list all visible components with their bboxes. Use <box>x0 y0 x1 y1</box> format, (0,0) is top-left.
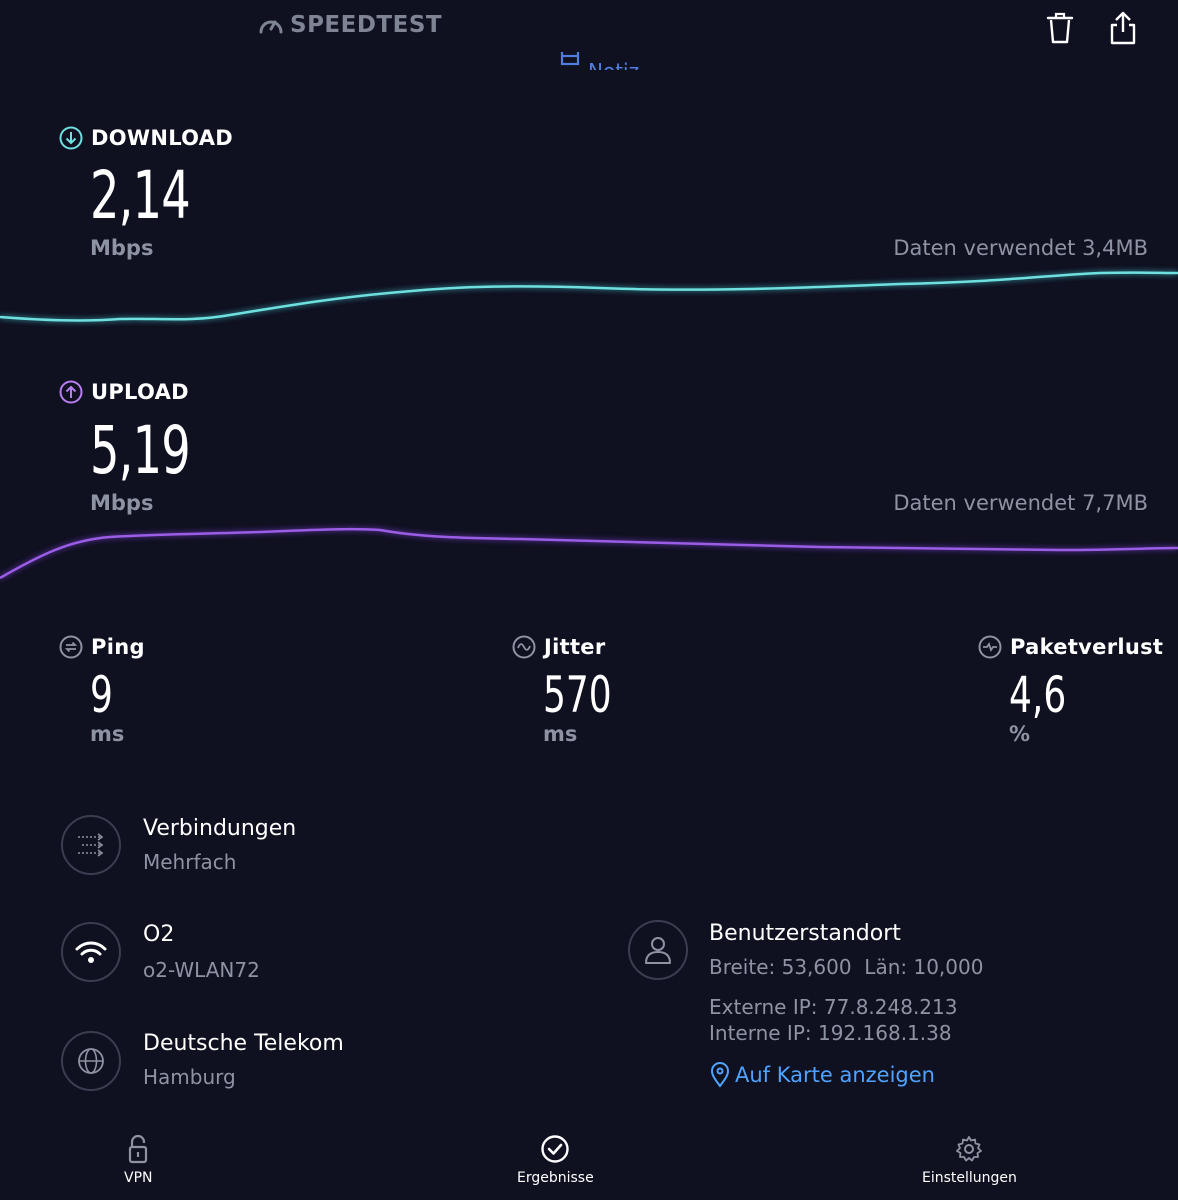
jitter-value: 570 <box>543 666 612 724</box>
packet-loss-label-text: Paketverlust <box>1010 635 1164 659</box>
nav-vpn[interactable]: VPN <box>124 1134 153 1186</box>
download-label-text: DOWNLOAD <box>91 126 234 150</box>
share-icon <box>1110 11 1136 45</box>
unlock-icon <box>129 1134 148 1164</box>
ping-unit: ms <box>90 722 125 746</box>
note-icon <box>560 52 580 66</box>
internal-ip: Interne IP: 192.168.1.38 <box>709 1021 952 1045</box>
ping-icon <box>59 635 83 659</box>
nav-vpn-label: VPN <box>124 1170 153 1186</box>
delete-button[interactable] <box>1040 8 1080 48</box>
connections-icon-ring <box>61 815 121 875</box>
external-ip: Externe IP: 77.8.248.213 <box>709 995 958 1019</box>
connections-title: Verbindungen <box>143 816 297 841</box>
upload-value: 5,19 <box>90 412 191 489</box>
nav-results-label: Ergebnisse <box>517 1170 594 1186</box>
ping-label-text: Ping <box>91 635 145 659</box>
speedometer-icon <box>259 20 283 34</box>
brand-text: SPEEDTEST <box>290 12 443 38</box>
map-pin-icon <box>710 1062 730 1088</box>
packet-loss-icon <box>978 635 1002 659</box>
gear-icon <box>956 1136 983 1162</box>
network-title: O2 <box>143 922 175 947</box>
jitter-icon <box>512 635 536 659</box>
upload-graph <box>0 527 1178 580</box>
check-circle-icon <box>541 1135 570 1163</box>
user-icon <box>645 937 671 964</box>
upload-unit: Mbps <box>90 491 154 515</box>
upload-label: UPLOAD <box>59 380 189 404</box>
share-button[interactable] <box>1103 8 1143 48</box>
location-icon-ring <box>628 920 688 980</box>
provider-title: Deutsche Telekom <box>143 1031 344 1056</box>
nav-settings[interactable]: Einstellungen <box>922 1134 1017 1186</box>
download-unit: Mbps <box>90 236 154 260</box>
packet-loss-unit: % <box>1009 722 1031 746</box>
show-on-map-link[interactable]: Auf Karte anzeigen <box>709 1062 935 1088</box>
show-on-map-label: Auf Karte anzeigen <box>735 1063 935 1087</box>
location-coords: Breite: 53,600 Län: 10,000 <box>709 955 984 979</box>
globe-icon <box>78 1048 104 1074</box>
network-sub: o2-WLAN72 <box>143 958 260 982</box>
download-value: 2,14 <box>90 157 191 234</box>
download-data-used: Daten verwendet 3,4MB <box>893 236 1148 260</box>
location-title: Benutzerstandort <box>709 921 901 946</box>
upload-graph-line <box>0 527 1178 580</box>
note-button[interactable]: Notiz <box>560 52 639 70</box>
nav-results[interactable]: Ergebnisse <box>517 1134 594 1186</box>
bottom-nav: VPN Ergebnisse Einstellungen <box>0 1100 1178 1200</box>
download-arrow-icon <box>59 126 83 150</box>
wifi-icon <box>75 941 107 963</box>
download-graph-line <box>0 271 1178 322</box>
jitter-label: Jitter <box>512 635 606 659</box>
ping-label: Ping <box>59 635 145 659</box>
network-icon-ring <box>61 922 121 982</box>
upload-data-used: Daten verwendet 7,7MB <box>893 491 1148 515</box>
packet-loss-label: Paketverlust <box>978 635 1163 659</box>
jitter-label-text: Jitter <box>544 635 606 659</box>
nav-settings-label: Einstellungen <box>922 1170 1017 1186</box>
note-label: Notiz <box>588 59 639 70</box>
upload-arrow-icon <box>59 380 83 404</box>
provider-sub: Hamburg <box>143 1065 236 1089</box>
packet-loss-value: 4,6 <box>1009 666 1067 724</box>
provider-icon-ring <box>61 1031 121 1091</box>
connections-sub: Mehrfach <box>143 850 237 874</box>
trash-icon <box>1046 12 1074 44</box>
multi-connection-icon <box>78 833 104 857</box>
download-label: DOWNLOAD <box>59 126 233 150</box>
upload-label-text: UPLOAD <box>91 380 189 404</box>
speedtest-logo: SPEEDTEST <box>258 12 442 38</box>
ping-value: 9 <box>90 666 113 724</box>
jitter-unit: ms <box>543 722 578 746</box>
download-graph <box>0 271 1178 322</box>
